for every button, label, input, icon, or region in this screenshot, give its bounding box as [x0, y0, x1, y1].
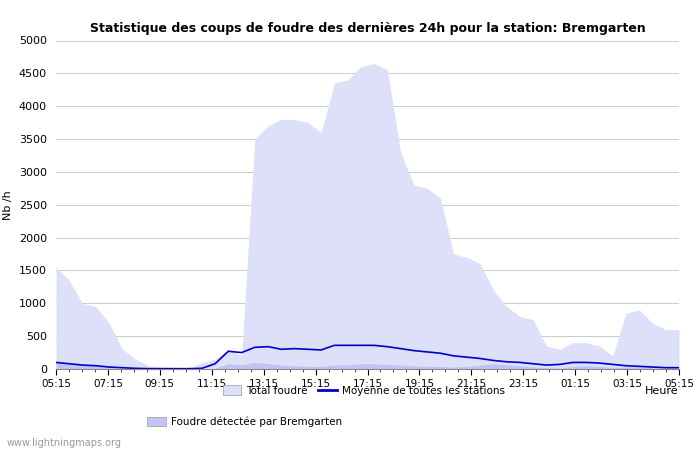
Y-axis label: Nb /h: Nb /h	[4, 190, 13, 220]
Legend: Total foudre, Moyenne de toutes les stations: Total foudre, Moyenne de toutes les stat…	[218, 381, 510, 400]
Title: Statistique des coups de foudre des dernières 24h pour la station: Bremgarten: Statistique des coups de foudre des dern…	[90, 22, 645, 35]
Text: www.lightningmaps.org: www.lightningmaps.org	[7, 438, 122, 448]
Legend: Foudre détectée par Bremgarten: Foudre détectée par Bremgarten	[144, 413, 346, 431]
Text: Heure: Heure	[645, 386, 679, 396]
